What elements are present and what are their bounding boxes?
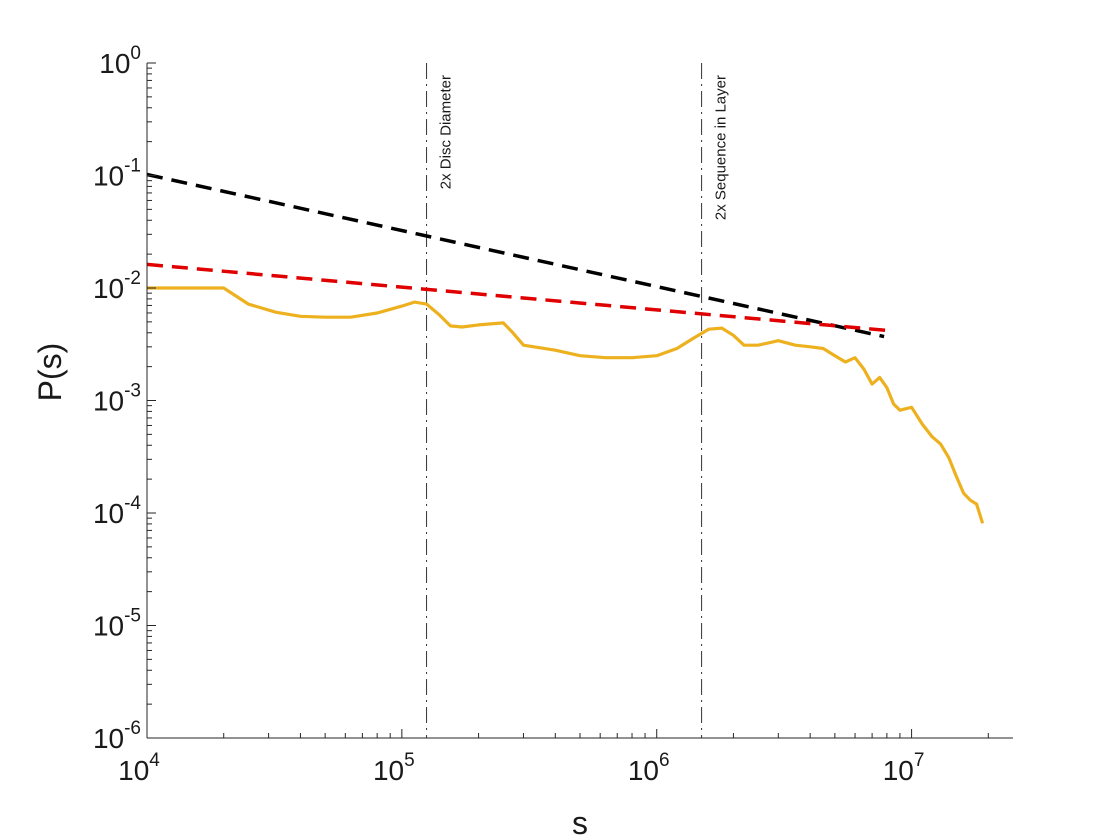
annotation-label: 2x Disc Diameter xyxy=(438,75,455,189)
y-axis-label: P(s) xyxy=(32,343,68,402)
tick-layer: 104 105 106 107 100 10-1 10-2 10-3 10-4 10-5 10-6 xyxy=(93,43,989,786)
x-tick-label: 104 xyxy=(118,750,160,786)
ps-curve xyxy=(147,286,985,524)
annotation-label: 2x Sequence in Layer xyxy=(713,75,730,220)
red-dashed-fit-line xyxy=(146,262,888,333)
series-layer xyxy=(146,172,985,524)
y-tick-label: 10-2 xyxy=(93,268,141,304)
annotation-layer: 2x Disc Diameter 2x Sequence in Layer xyxy=(426,63,730,738)
axis-layer xyxy=(146,63,1013,739)
x-tick-label: 107 xyxy=(883,750,925,786)
black-dashed-fit-line xyxy=(146,172,885,339)
x-tick-label: 105 xyxy=(373,750,415,786)
x-axis-label: s xyxy=(572,805,588,840)
y-tick-label: 10-5 xyxy=(93,606,141,642)
y-tick-label: 10-6 xyxy=(93,718,141,754)
y-tick-label: 10-1 xyxy=(93,156,141,192)
y-tick-label: 10-3 xyxy=(93,381,141,417)
x-tick-label: 106 xyxy=(628,750,670,786)
y-tick-label: 100 xyxy=(99,43,141,79)
y-tick-label: 10-4 xyxy=(93,493,141,529)
